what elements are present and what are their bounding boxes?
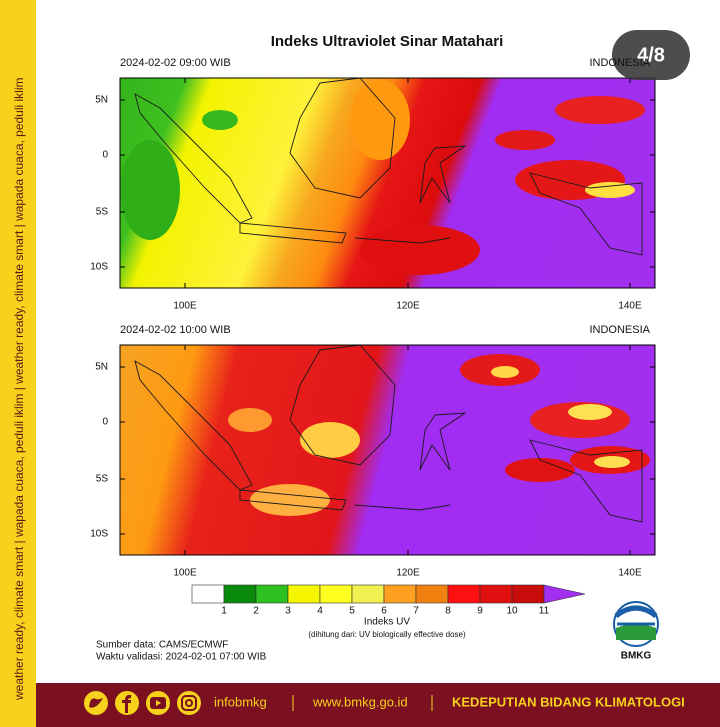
footer-website[interactable]: www.bmkg.go.id — [312, 694, 408, 709]
source: Sumber data: CAMS/ECMWF — [96, 640, 228, 651]
lat-label: 10S — [90, 529, 108, 540]
colorbar-label: 3 — [285, 606, 291, 617]
colorbar-label: 8 — [445, 606, 451, 617]
title: Indeks Ultraviolet Sinar Matahari — [271, 33, 504, 50]
colorbar — [191, 584, 586, 604]
colorbar-label: 7 — [413, 606, 419, 617]
map-time: 2024-02-02 09:00 WIB — [120, 57, 231, 69]
lat-label: 5S — [96, 207, 109, 218]
lat-label: 5S — [96, 474, 109, 485]
colorbar-label: 10 — [506, 606, 518, 617]
map-frame — [119, 344, 656, 556]
lon-label: 140E — [618, 301, 642, 312]
colorbar-label: 4 — [317, 606, 323, 617]
sidebar — [0, 0, 36, 727]
lat-label: 0 — [102, 417, 108, 428]
lon-label: 100E — [173, 568, 197, 579]
legend-note: (dihitung dari: UV biologically effectiv… — [308, 630, 466, 639]
social-icons[interactable] — [84, 691, 201, 715]
lat-label: 0 — [102, 150, 108, 161]
lat-label: 10S — [90, 262, 108, 273]
colorbar-label: 11 — [539, 606, 550, 617]
bmkg-logo — [613, 601, 659, 647]
lat-label: 5N — [95, 362, 108, 373]
sidebar-text: weather ready, climate smart | wapada cu… — [12, 77, 26, 701]
colorbar-label: 9 — [477, 606, 483, 617]
lon-label: 120E — [396, 568, 420, 579]
lon-label: 140E — [618, 568, 642, 579]
map-region: INDONESIA — [589, 324, 650, 336]
map-region: INDONESIA — [589, 57, 650, 69]
validity: Waktu validasi: 2024-02-01 07:00 WIB — [96, 652, 267, 663]
badge-text: 4/8 — [637, 44, 665, 66]
page-badge — [612, 30, 690, 80]
map-time: 2024-02-02 10:00 WIB — [120, 324, 231, 336]
map-frame — [119, 77, 656, 289]
colorbar-label: 5 — [349, 606, 355, 617]
lon-label: 120E — [396, 301, 420, 312]
colorbar-label: 2 — [253, 606, 259, 617]
lon-label: 100E — [173, 301, 197, 312]
legend-title: Indeks UV — [364, 617, 410, 628]
uv-map — [120, 345, 655, 555]
colorbar-label: 6 — [381, 606, 387, 617]
footer-unit: KEDEPUTIAN BIDANG KLIMATOLOGI — [452, 694, 685, 709]
uv-map — [120, 78, 655, 288]
lat-label: 5N — [95, 95, 108, 106]
colorbar-label: 1 — [221, 606, 227, 617]
logo-text: BMKG — [621, 651, 652, 662]
footer-handle[interactable]: infobmkg — [214, 694, 267, 709]
